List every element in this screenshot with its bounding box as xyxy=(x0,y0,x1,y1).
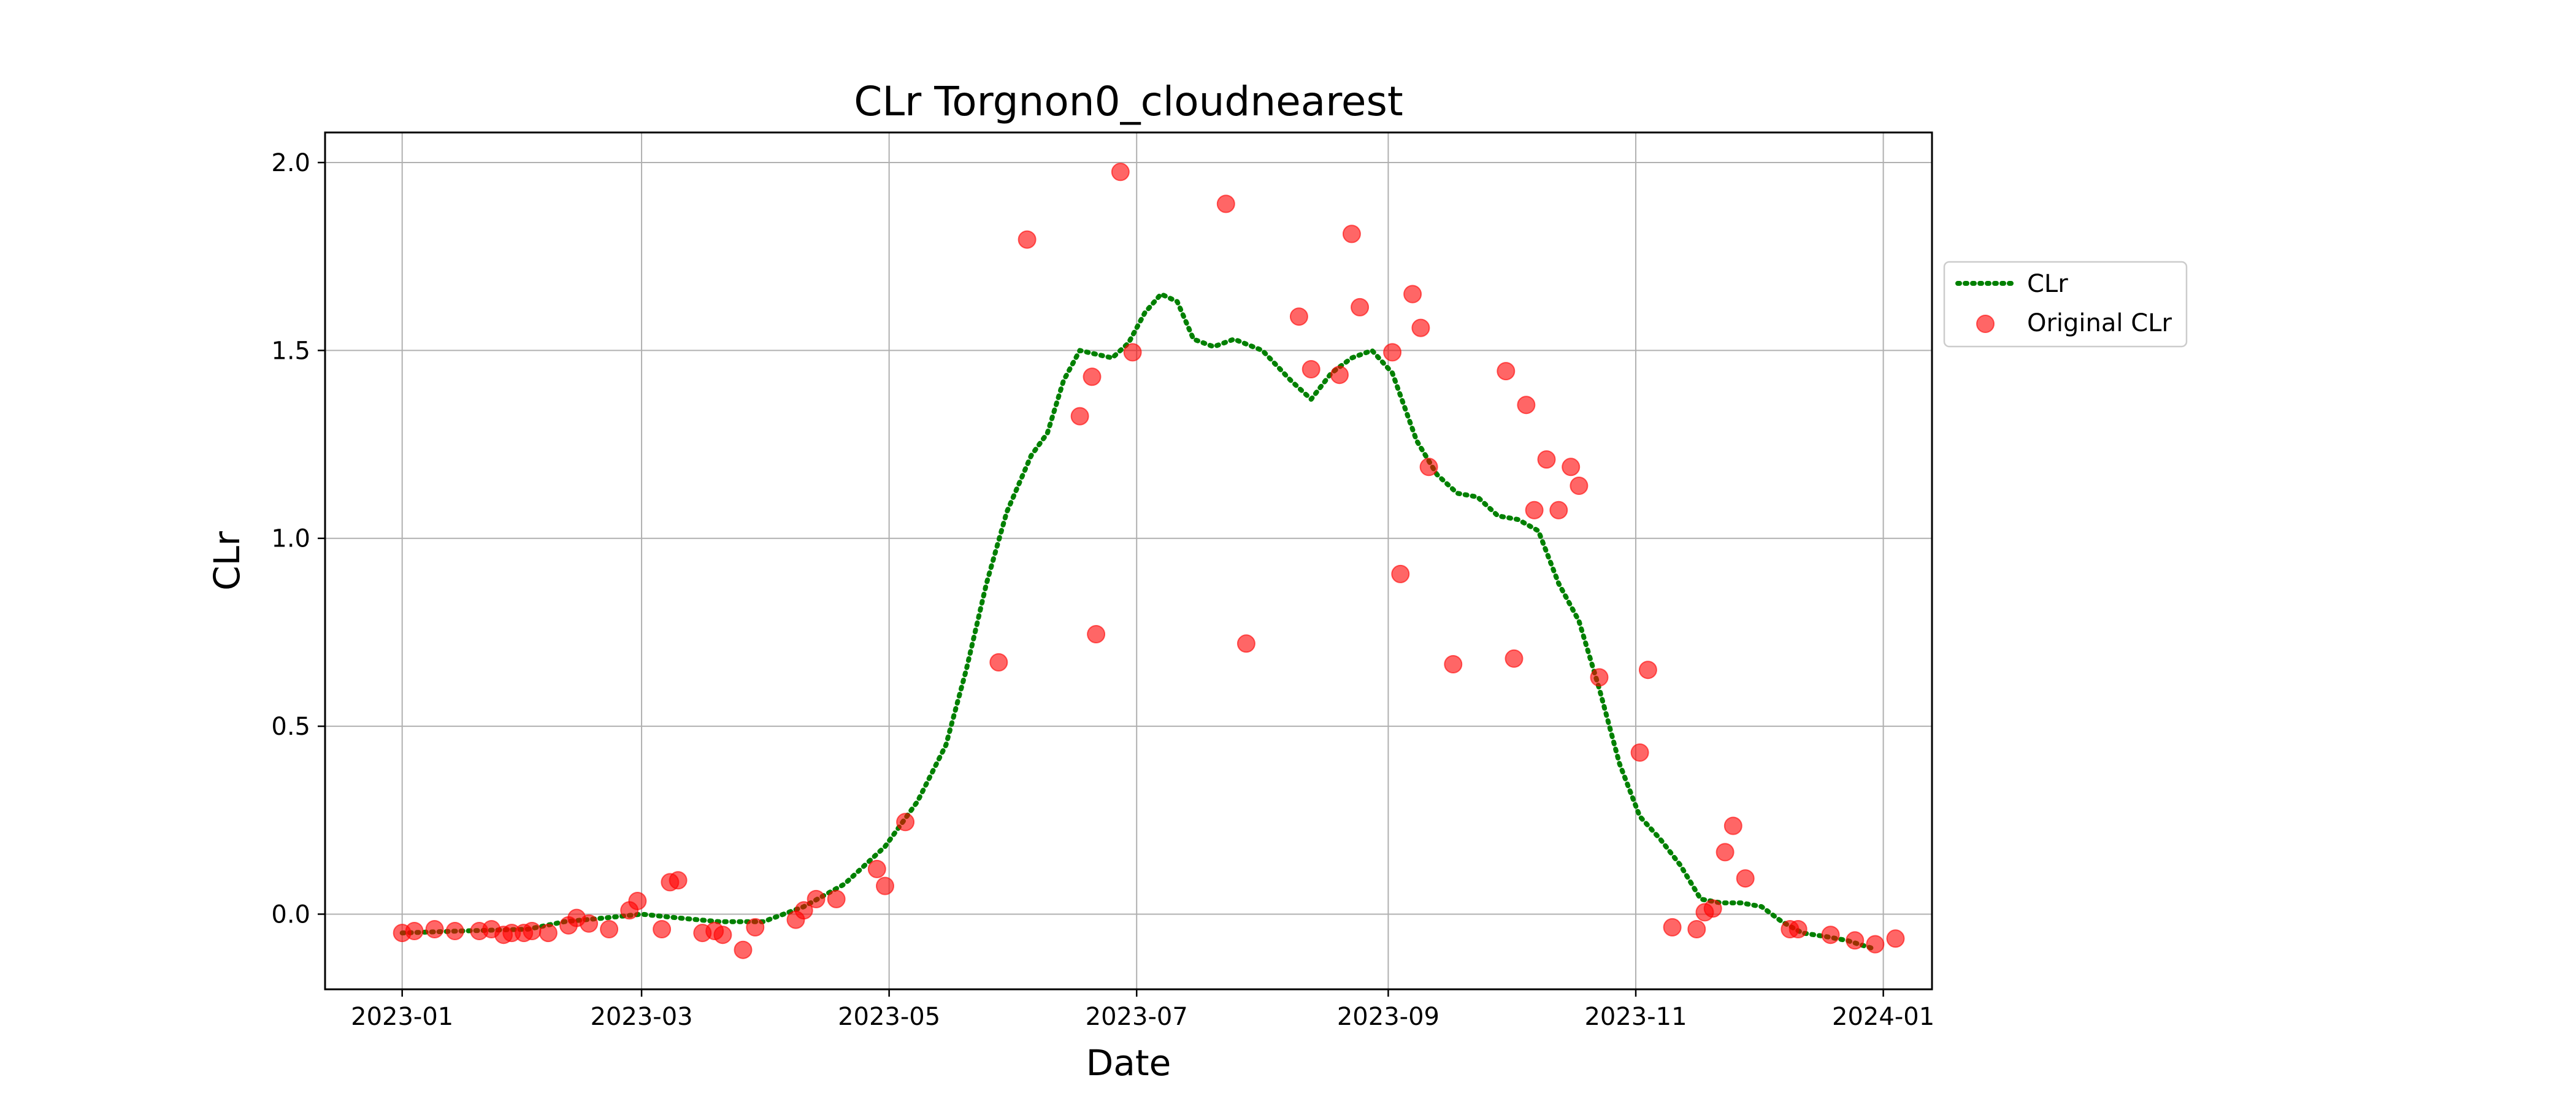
data-point xyxy=(1788,920,1807,938)
data-point xyxy=(867,859,886,878)
data-point xyxy=(1537,450,1556,469)
data-point xyxy=(1505,649,1524,668)
data-point xyxy=(580,914,599,933)
data-point xyxy=(1403,285,1422,304)
data-point xyxy=(445,922,464,940)
x-tick-label: 2023-05 xyxy=(838,1003,940,1031)
x-tick-label: 2024-01 xyxy=(1832,1003,1934,1031)
data-point xyxy=(1846,931,1865,950)
data-point xyxy=(1866,935,1885,954)
x-axis-label: Date xyxy=(1086,1042,1171,1084)
series-original-clr-points xyxy=(393,163,1905,959)
data-point xyxy=(1821,926,1840,945)
data-point xyxy=(713,926,732,945)
data-point xyxy=(1497,362,1516,381)
y-tick-label: 1.0 xyxy=(271,525,310,553)
data-point xyxy=(1342,224,1361,243)
data-point xyxy=(539,924,558,943)
chart-legend: CLr Original CLr xyxy=(1943,261,2188,348)
x-tick-label: 2023-09 xyxy=(1337,1003,1439,1031)
data-point xyxy=(734,940,753,959)
data-point xyxy=(1391,564,1410,583)
data-point xyxy=(1570,477,1589,495)
data-point xyxy=(827,889,846,908)
plot-frame xyxy=(324,131,1933,991)
data-point xyxy=(1236,634,1255,653)
y-tick-label: 0.0 xyxy=(271,900,310,929)
data-point xyxy=(523,922,542,940)
data-point xyxy=(1687,920,1706,938)
data-point xyxy=(1562,458,1581,477)
clr-line-path xyxy=(399,291,1874,951)
data-point xyxy=(653,920,672,938)
data-point xyxy=(807,889,826,908)
x-tick-label: 2023-01 xyxy=(351,1003,453,1031)
legend-label: Original CLr xyxy=(2027,309,2172,337)
data-point xyxy=(896,813,915,832)
y-tick-label: 0.5 xyxy=(271,713,310,741)
data-point xyxy=(405,922,424,940)
data-point xyxy=(1083,367,1102,386)
data-point xyxy=(1715,843,1735,862)
data-point xyxy=(1517,396,1536,415)
grid-lines xyxy=(325,132,1932,989)
data-point xyxy=(1411,318,1430,337)
y-tick-label: 2.0 xyxy=(271,149,310,177)
data-point xyxy=(1070,407,1089,426)
x-tick-label: 2023-03 xyxy=(590,1003,692,1031)
data-point xyxy=(1111,163,1130,182)
data-point xyxy=(989,653,1008,672)
x-tick-label: 2023-11 xyxy=(1584,1003,1687,1031)
data-point xyxy=(1289,307,1308,326)
data-point xyxy=(1736,869,1755,888)
data-point xyxy=(1549,500,1568,519)
data-point xyxy=(1330,366,1349,385)
series-layer xyxy=(393,163,1905,959)
data-point xyxy=(746,918,765,937)
data-point xyxy=(1123,343,1142,362)
data-point xyxy=(794,901,813,920)
y-tick-label: 1.5 xyxy=(271,337,310,365)
data-point xyxy=(1216,194,1235,213)
data-point xyxy=(1087,625,1106,643)
data-point xyxy=(1419,458,1438,477)
data-point xyxy=(1018,230,1037,249)
series-clr-line xyxy=(399,291,1874,951)
data-point xyxy=(600,920,619,938)
data-point xyxy=(1525,500,1544,519)
data-point xyxy=(1444,655,1463,673)
axis-ticks: 2023-01 2023-03 2023-05 2023-07 2023-09 2023-… xyxy=(271,149,1934,1031)
data-point xyxy=(1383,343,1402,362)
data-point xyxy=(1663,918,1682,937)
data-point xyxy=(1723,816,1742,835)
y-axis-label: CLr xyxy=(206,531,248,591)
data-point xyxy=(1886,929,1905,948)
data-point xyxy=(1638,661,1657,680)
data-point xyxy=(1301,360,1321,378)
data-point xyxy=(1630,743,1649,762)
data-point xyxy=(628,892,647,910)
data-point xyxy=(425,920,444,938)
data-point xyxy=(876,876,894,895)
legend-marker-swatch xyxy=(1976,315,1995,333)
data-point xyxy=(669,871,688,890)
data-point xyxy=(1703,899,1722,918)
chart-title: CLr Torgnon0_cloudnearest xyxy=(854,78,1403,125)
x-tick-label: 2023-07 xyxy=(1086,1003,1188,1031)
legend-label: CLr xyxy=(2027,270,2068,298)
data-point xyxy=(1590,668,1609,687)
data-point xyxy=(1351,297,1370,316)
